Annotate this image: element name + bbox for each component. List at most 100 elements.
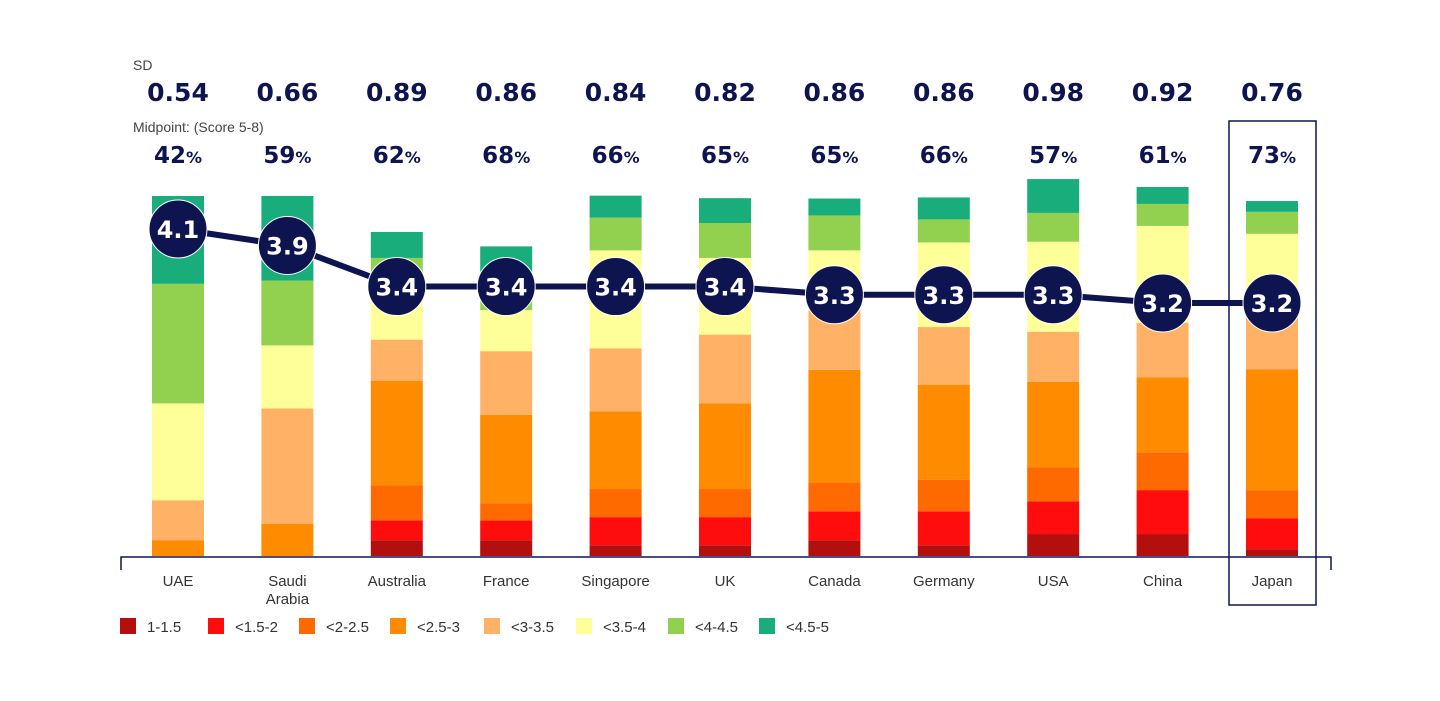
bars (152, 179, 1298, 556)
mean-marker-australia (367, 257, 427, 317)
mean-value-usa: 3.3 (1032, 282, 1075, 310)
bar-segment-australia-1-1-5 (370, 540, 423, 556)
x-axis (120, 556, 1332, 570)
mean-value-uk: 3.4 (704, 274, 747, 302)
bar-segment-japan-1-5-2 (1246, 518, 1298, 550)
bar-segment-uk-4-4-5 (699, 223, 751, 258)
bar-segment-canada-1-1-5 (808, 540, 861, 556)
bar-segment-china-2-5-3 (1136, 377, 1189, 453)
midpoint-value-japan: 73% (1248, 143, 1296, 169)
bar-segment-japan-2-2-5 (1246, 490, 1298, 519)
midpoint-value-germany: 66% (920, 143, 968, 169)
bar-segment-china-1-5-2 (1136, 490, 1189, 535)
legend-swatch-2-2-5 (299, 618, 315, 634)
mean-value-germany: 3.3 (923, 282, 966, 310)
mean-marker-uae (148, 199, 208, 259)
category-label-australia: Australia (368, 573, 427, 590)
bar-segment-singapore-3-3-5 (589, 348, 642, 412)
category-label-singapore: Singapore (581, 573, 649, 590)
category-label-uae: UAE (163, 573, 194, 590)
midpoint-value-singapore: 66% (592, 143, 640, 169)
bar-segment-japan-1-1-5 (1246, 549, 1298, 556)
mean-marker-japan (1242, 273, 1302, 333)
midpoint-value-uk: 65% (701, 143, 749, 169)
bar-segment-france-1-5-2 (480, 520, 533, 541)
category-label-japan: Japan (1252, 573, 1293, 590)
bar-segment-uk-4-5-5 (699, 198, 751, 223)
bar-segment-canada-1-5-2 (808, 511, 861, 541)
mean-marker-germany (914, 265, 974, 325)
highlight-group (1228, 120, 1317, 606)
bar-segment-canada-2-2-5 (808, 482, 861, 512)
sd-value-australia: 0.89 (366, 78, 428, 107)
bar-segment-saudi-arabia-4-4-5 (261, 280, 314, 346)
midpoint-value-france: 68% (482, 143, 530, 169)
bar-segment-china-1-1-5 (1136, 534, 1189, 556)
bar-segment-france-3-5-4 (480, 310, 533, 352)
bar-segment-uk-3-3-5 (699, 334, 751, 404)
mean-value-saudi-arabia: 3.9 (266, 232, 309, 260)
bar-segment-france-2-2-5 (480, 503, 533, 521)
bar-segment-germany-1-1-5 (917, 545, 970, 556)
legend-swatch-3-3-5 (484, 618, 500, 634)
sd-row-label: SD (133, 57, 152, 73)
bar-segment-canada-4-4-5 (808, 215, 861, 251)
bar-segment-usa-2-5-3 (1027, 381, 1080, 468)
legend-label-2-5-3: <2.5-3 (417, 619, 460, 636)
mean-marker-china (1133, 273, 1193, 333)
bar-segment-china-4-5-5 (1136, 187, 1189, 204)
category-label-germany: Germany (913, 573, 975, 590)
sd-value-china: 0.92 (1132, 78, 1194, 107)
bar-segment-japan-2-5-3 (1246, 369, 1298, 491)
bar-segment-uk-2-5-3 (699, 403, 751, 490)
bar-segment-germany-2-5-3 (917, 385, 970, 480)
mean-marker-canada (804, 265, 864, 325)
mean-value-japan: 3.2 (1251, 290, 1294, 318)
bar-segment-france-2-5-3 (480, 414, 533, 504)
bar-segment-japan-4-5-5 (1246, 201, 1298, 212)
mean-value-canada: 3.3 (813, 282, 856, 310)
sd-value-singapore: 0.84 (585, 78, 647, 107)
legend-swatch-4-5-5 (759, 618, 775, 634)
midpoint-value-china: 61% (1139, 143, 1187, 169)
bar-segment-china-4-4-5 (1136, 203, 1189, 226)
bar-segment-germany-2-2-5 (917, 479, 970, 512)
bar-segment-canada-4-5-5 (808, 198, 861, 216)
mean-marker-uk (695, 257, 755, 317)
legend-label-1-5-2: <1.5-2 (235, 619, 278, 636)
bar-segment-usa-3-3-5 (1027, 331, 1080, 382)
legend-swatch-2-5-3 (390, 618, 406, 634)
bar-segment-usa-4-4-5 (1027, 212, 1080, 242)
bar-segment-china-2-2-5 (1136, 452, 1189, 491)
bar-segment-singapore-1-5-2 (589, 517, 642, 546)
legend-swatch-3-5-4 (576, 618, 592, 634)
bar-segment-singapore-2-5-3 (589, 411, 642, 490)
midpoint-value-australia: 62% (373, 143, 421, 169)
bar-segment-singapore-4-5-5 (589, 195, 642, 218)
category-label-france: France (483, 573, 530, 590)
sd-value-canada: 0.86 (804, 78, 866, 107)
category-label-saudi-arabia: Saudi Arabia (266, 573, 310, 608)
bar-segment-uk-2-2-5 (699, 489, 751, 518)
mean-value-singapore: 3.4 (594, 274, 637, 302)
bar-segment-usa-2-2-5 (1027, 467, 1080, 502)
bar-segment-uae-3-5-4 (152, 403, 204, 501)
bar-segment-australia-3-3-5 (370, 339, 423, 381)
bar-segment-uae-2-5-3 (152, 540, 204, 556)
sd-value-japan: 0.76 (1241, 78, 1303, 107)
bar-segment-uk-1-1-5 (699, 545, 751, 556)
mean-value-australia: 3.4 (376, 274, 419, 302)
midpoint-values: 42% 59% 62% 68% 66% 65% 65% 66% 57% 61% 73% (154, 143, 1296, 169)
sd-value-usa: 0.98 (1022, 78, 1084, 107)
category-label-china: China (1143, 573, 1183, 590)
bar-segment-uae-3-3-5 (152, 500, 204, 541)
bar-segment-usa-1-5-2 (1027, 501, 1080, 535)
bar-segment-japan-4-4-5 (1246, 211, 1298, 234)
legend-label-4-5-5: <4.5-5 (786, 619, 829, 636)
bar-segment-usa-1-1-5 (1027, 534, 1080, 556)
bar-segment-australia-2-5-3 (370, 380, 423, 486)
midpoint-value-saudi-arabia: 59% (263, 143, 311, 169)
bar-segment-usa-4-5-5 (1027, 179, 1080, 213)
midpoint-value-uae: 42% (154, 143, 202, 169)
